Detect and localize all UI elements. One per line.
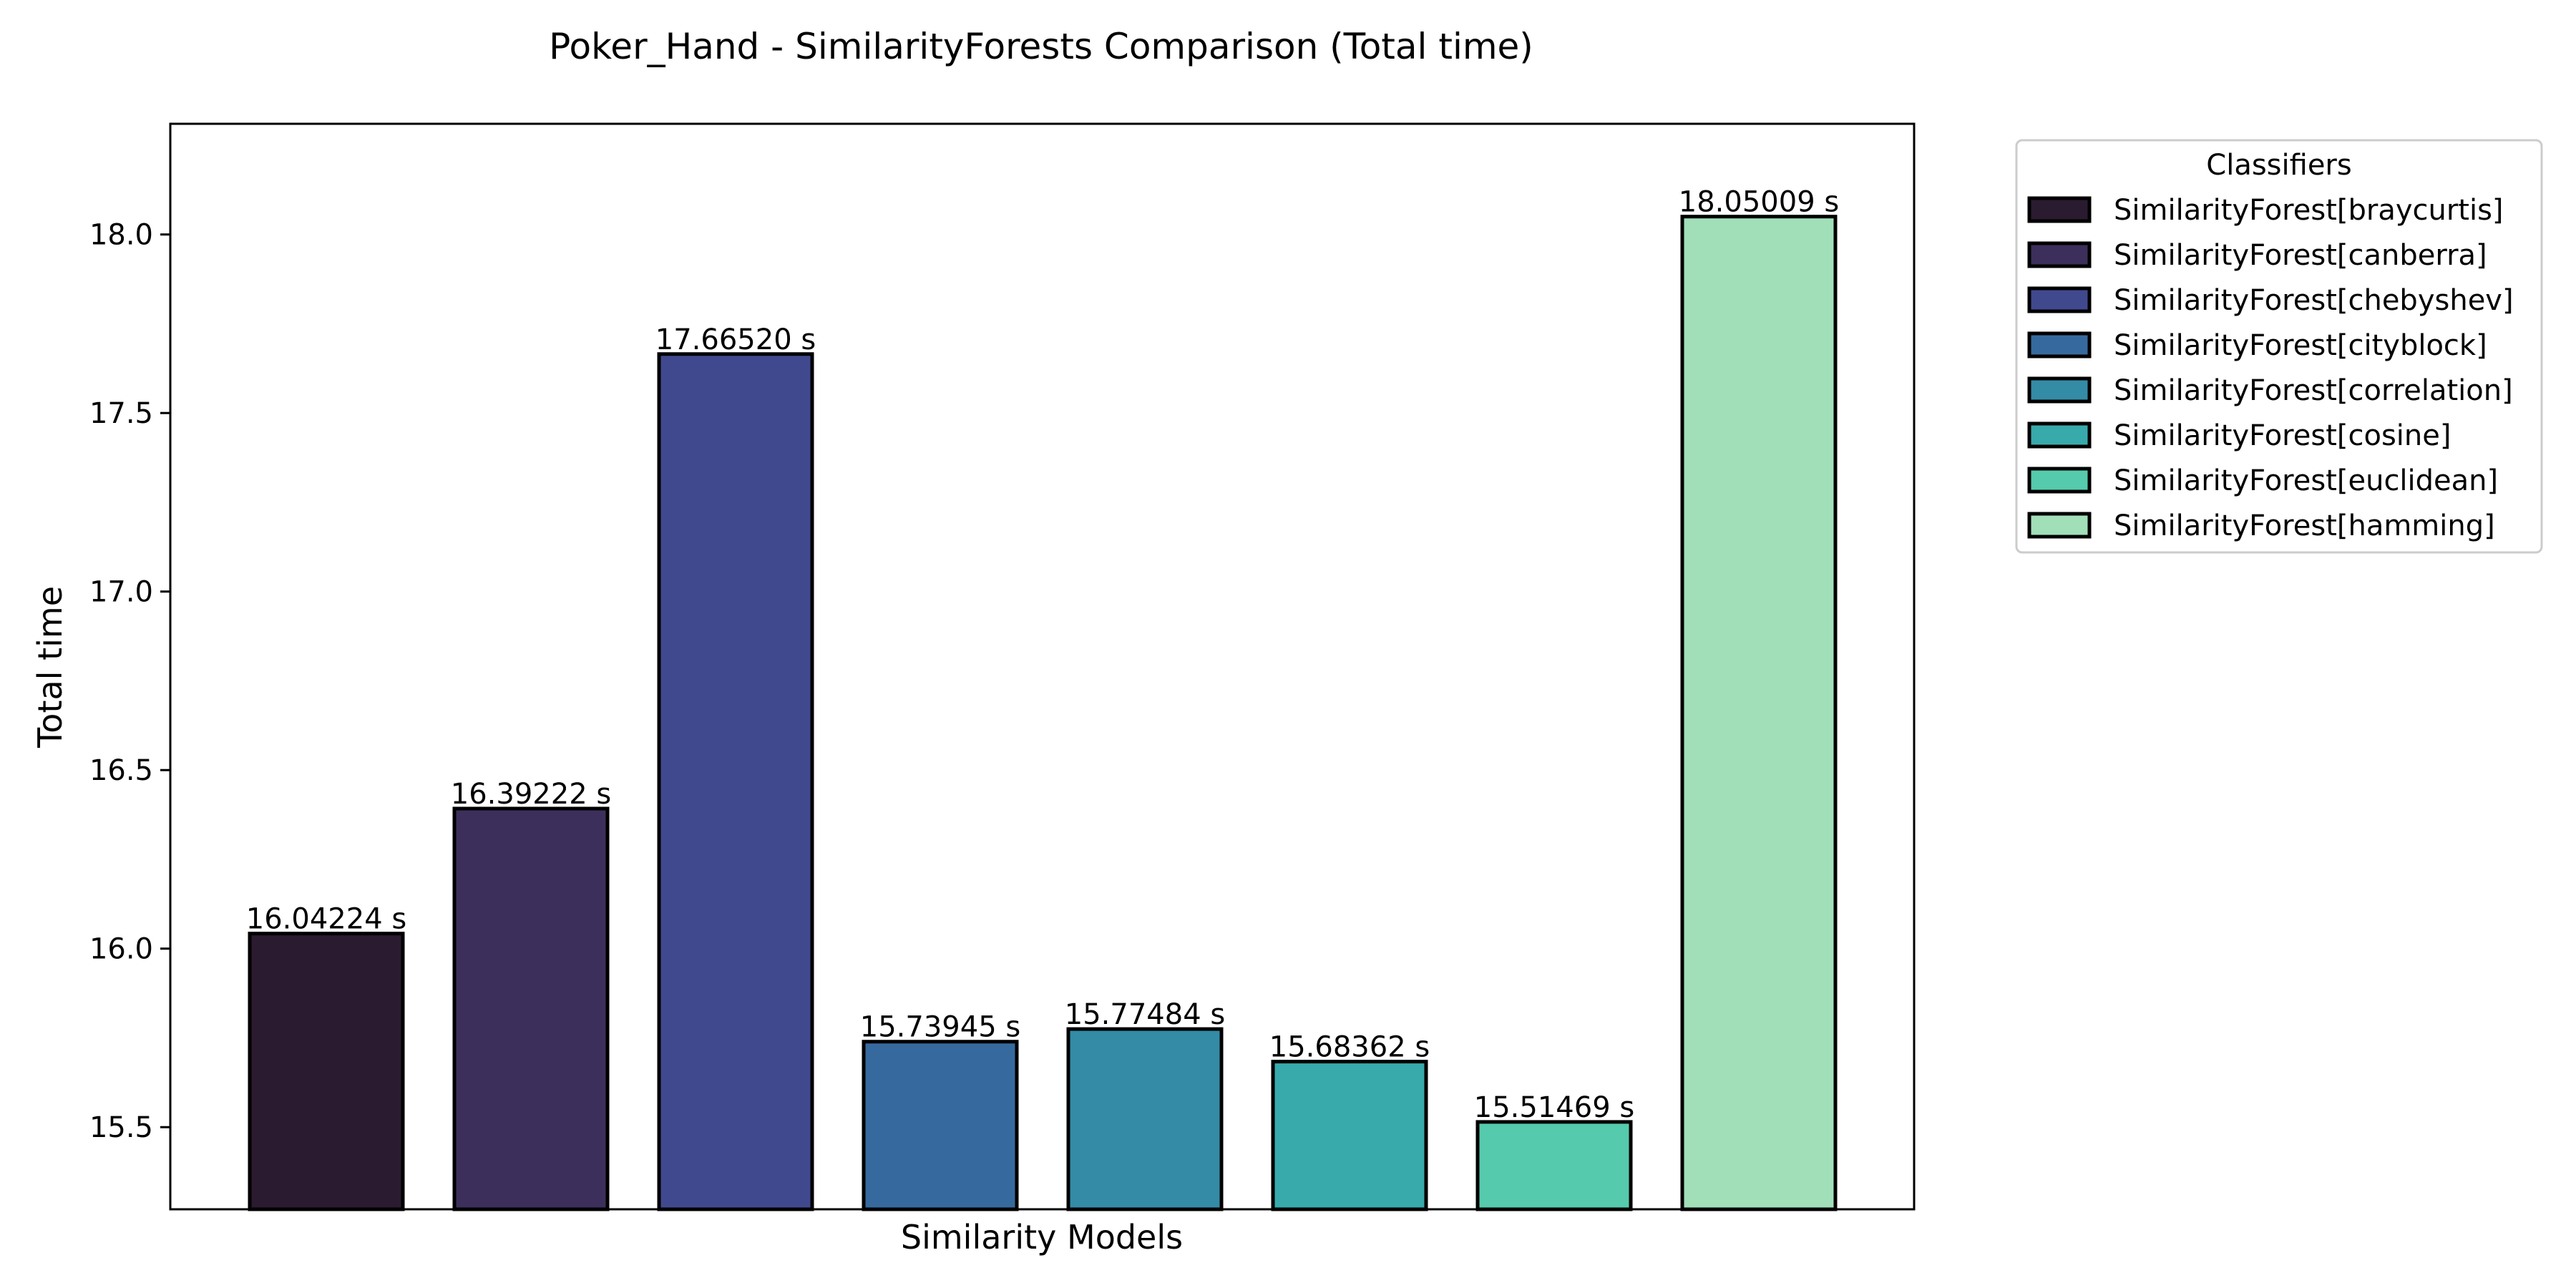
bar-value-label: 15.68362 s	[1269, 1031, 1430, 1064]
y-axis: 15.5 16.0 16.5 17.0 17.5 18.0	[89, 219, 170, 1144]
legend-swatch	[2027, 286, 2092, 313]
plot-frame	[169, 122, 1916, 1211]
legend: Classifiers SimilarityForest[braycurtis]…	[2015, 139, 2543, 554]
bar-value-label: 17.66520 s	[655, 323, 816, 356]
legend-items: SimilarityForest[braycurtis] SimilarityFo…	[2027, 194, 2514, 542]
bar	[248, 932, 405, 1211]
legend-swatch	[2027, 241, 2092, 268]
y-tick-label: 15.5	[89, 1111, 153, 1144]
bar	[1475, 1120, 1633, 1211]
y-tick-label: 18.0	[89, 219, 153, 252]
legend-entry-label: SimilarityForest[canberra]	[2114, 239, 2487, 272]
bars-layer	[248, 215, 1838, 1211]
legend-entry-label: SimilarityForest[euclidean]	[2114, 464, 2498, 497]
y-tick-label: 17.5	[89, 397, 153, 430]
y-tick-label: 17.0	[89, 576, 153, 609]
bar-value-label: 15.77484 s	[1065, 998, 1225, 1031]
bar	[1066, 1027, 1224, 1211]
y-tick-label: 16.5	[89, 754, 153, 787]
legend-frame	[2015, 139, 2543, 554]
y-tick-label: 16.0	[89, 933, 153, 966]
legend-swatch	[2027, 196, 2092, 223]
bar-value-label: 18.05009 s	[1679, 186, 1839, 219]
legend-entry-label: SimilarityForest[hamming]	[2114, 509, 2495, 542]
legend-entry-label: SimilarityForest[chebyshev]	[2114, 284, 2514, 317]
y-axis-label: Total time	[31, 586, 69, 748]
bar	[452, 806, 610, 1211]
legend-swatch	[2027, 421, 2092, 449]
legend-swatch	[2027, 512, 2092, 539]
legend-swatch	[2027, 331, 2092, 358]
legend-swatch	[2027, 376, 2092, 404]
bar	[1680, 215, 1838, 1211]
legend-entry-label: SimilarityForest[cosine]	[2114, 419, 2451, 452]
bar-value-label: 15.73945 s	[860, 1011, 1020, 1044]
legend-entry-label: SimilarityForest[cityblock]	[2114, 329, 2487, 362]
bar	[1271, 1060, 1428, 1211]
legend-swatch	[2027, 467, 2092, 494]
bar-labels-layer: 16.04224 s 16.39222 s 17.66520 s 15.73945 s…	[246, 186, 1839, 1124]
bar	[862, 1040, 1019, 1211]
legend-entry-label: SimilarityForest[braycurtis]	[2114, 194, 2504, 227]
bar	[657, 352, 814, 1211]
bar-value-label: 15.51469 s	[1474, 1091, 1634, 1124]
bar-value-label: 16.39222 s	[451, 778, 611, 811]
chart-title: Poker_Hand - SimilarityForests Compariso…	[549, 26, 1533, 67]
legend-entry-label: SimilarityForest[correlation]	[2114, 374, 2513, 407]
x-axis-label: Similarity Models	[901, 1218, 1183, 1257]
legend-title: Classifiers	[2206, 149, 2351, 182]
bar-value-label: 16.04224 s	[246, 903, 406, 936]
